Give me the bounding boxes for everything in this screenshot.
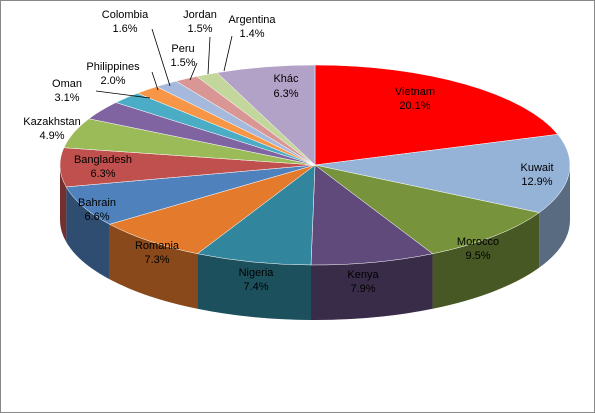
slice-side bbox=[432, 212, 540, 309]
leader-line bbox=[151, 71, 159, 91]
slice-label: Bahrain bbox=[78, 197, 116, 209]
slice-value-label: 3.1% bbox=[54, 92, 79, 104]
slice-label: Kazakhstan bbox=[23, 116, 80, 128]
slice-label: Peru bbox=[171, 43, 194, 55]
slice-label: Argentina bbox=[228, 14, 276, 26]
slice-label: Romania bbox=[135, 240, 180, 252]
slice-label: Kuwait bbox=[520, 162, 553, 174]
slice-side-shade bbox=[66, 186, 110, 280]
slice-value-label: 12.9% bbox=[521, 176, 552, 188]
slice-label: Philippines bbox=[86, 61, 140, 73]
slice-value-label: 7.3% bbox=[144, 254, 169, 266]
slice bbox=[314, 164, 540, 255]
slice-label: Jordan bbox=[183, 9, 217, 21]
slice-value-label: 9.5% bbox=[465, 250, 490, 262]
slice bbox=[310, 164, 434, 266]
slice-label: Oman bbox=[52, 78, 82, 90]
slice-value-label: 6.6% bbox=[84, 211, 109, 223]
slice bbox=[314, 64, 559, 166]
slice-side bbox=[197, 253, 312, 320]
slice bbox=[216, 64, 316, 166]
slice-value-label: 1.6% bbox=[112, 23, 137, 35]
slice-value-label: 1.5% bbox=[170, 57, 195, 69]
slice-label: Vietnam bbox=[395, 86, 435, 98]
slice-value-label: 7.4% bbox=[243, 281, 268, 293]
leader-line bbox=[223, 35, 233, 72]
slice-side-shade bbox=[539, 165, 570, 268]
slice-label: Colombia bbox=[102, 9, 149, 21]
slice-value-label: 1.5% bbox=[187, 23, 212, 35]
slice-side-shade bbox=[197, 253, 312, 320]
slice-value-label: 6.3% bbox=[273, 88, 298, 100]
slice-value-label: 1.4% bbox=[239, 28, 264, 40]
slice-label: Nigeria bbox=[239, 267, 275, 279]
slice-value-label: 2.0% bbox=[100, 75, 125, 87]
slice-label: Kenya bbox=[347, 269, 379, 281]
slice-value-label: 4.9% bbox=[39, 130, 64, 142]
slice-label: Khác bbox=[273, 73, 299, 85]
slice-side bbox=[539, 165, 570, 268]
slice-label: Morocco bbox=[457, 236, 499, 248]
slice-value-label: 20.1% bbox=[399, 100, 430, 112]
slice-side bbox=[66, 186, 110, 280]
slice-label: Bangladesh bbox=[74, 154, 132, 166]
slice-side bbox=[311, 253, 433, 320]
slice-side-shade bbox=[432, 212, 540, 309]
leader-line bbox=[189, 62, 198, 81]
slice bbox=[314, 134, 571, 213]
slice-side bbox=[109, 224, 198, 309]
slice-side-shade bbox=[109, 224, 198, 309]
slice bbox=[108, 164, 316, 255]
leader-line bbox=[151, 28, 171, 87]
leader-line bbox=[207, 36, 211, 75]
slice-value-label: 7.9% bbox=[350, 283, 375, 295]
slice-side-shade bbox=[311, 253, 433, 320]
slice-value-label: 6.3% bbox=[90, 168, 115, 180]
leader-line bbox=[95, 90, 151, 99]
slice bbox=[196, 164, 316, 266]
